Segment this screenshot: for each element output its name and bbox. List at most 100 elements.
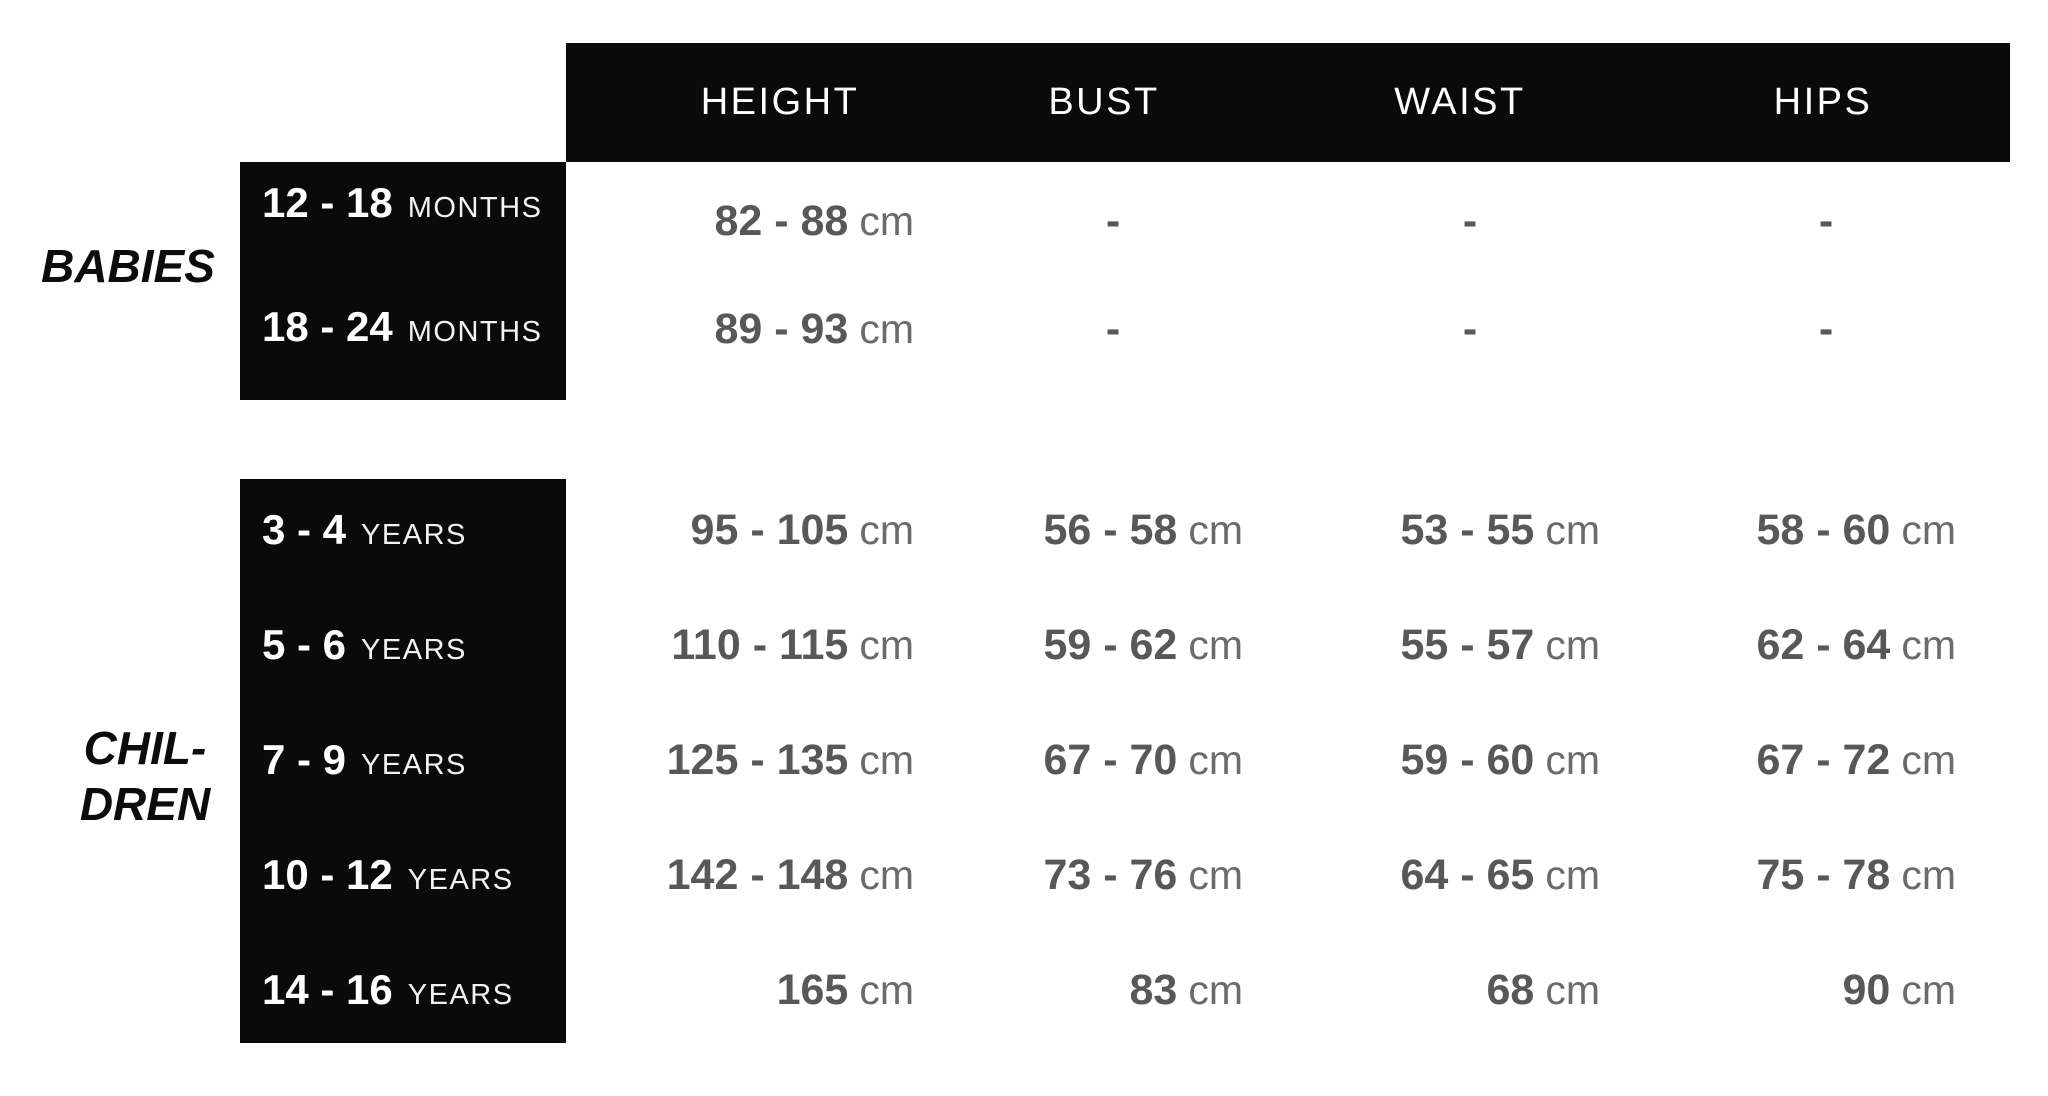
value-unit: cm	[1545, 967, 1600, 1013]
height-cell: 82 - 88 cm	[594, 191, 914, 251]
age-range-unit: YEARS	[361, 749, 467, 781]
value-number: 95 - 105	[690, 506, 849, 554]
age-range-14-16-years: 14 - 16 YEARS	[262, 962, 514, 1028]
age-range-unit: YEARS	[407, 979, 514, 1011]
hips-cell: -	[1636, 299, 1956, 359]
value-unit: cm	[1188, 507, 1243, 553]
value-number: -	[1462, 305, 1478, 353]
value-number: 142 - 148	[666, 851, 849, 899]
age-range-unit: YEARS	[361, 634, 467, 666]
value-number: 89 - 93	[714, 305, 849, 353]
age-range-value: 14 - 16	[262, 966, 393, 1013]
age-range-value: 18 - 24	[262, 303, 393, 350]
hips-cell: 75 - 78 cm	[1636, 845, 1956, 905]
age-range-unit: MONTHS	[407, 316, 543, 348]
age-range-unit: YEARS	[361, 519, 467, 551]
table-row-children-7-9: 125 - 135 cm 67 - 70 cm 59 - 60 cm 67 - 72 c…	[0, 730, 2048, 790]
age-range-value: 5 - 6	[262, 621, 347, 668]
value-number: -	[1105, 305, 1121, 353]
value-number: -	[1462, 197, 1478, 245]
age-range-5-6-years: 5 - 6 YEARS	[262, 617, 467, 683]
waist-cell: 59 - 60 cm	[1280, 730, 1600, 790]
value-number: 83	[1129, 966, 1178, 1014]
babies-age-box: 12 - 18 MONTHS 18 - 24 MONTHS	[240, 162, 566, 400]
bust-cell: 73 - 76 cm	[923, 845, 1243, 905]
height-cell: 110 - 115 cm	[594, 615, 914, 675]
value-unit: cm	[1545, 622, 1600, 668]
column-header-waist: WAIST	[1394, 81, 1526, 123]
age-range-value: 7 - 9	[262, 736, 347, 783]
waist-cell: 55 - 57 cm	[1280, 615, 1600, 675]
waist-cell: -	[1280, 299, 1600, 359]
value-unit: cm	[859, 852, 914, 898]
value-number: 68	[1486, 966, 1535, 1014]
value-unit: cm	[1545, 737, 1600, 783]
group-label-text-line1: CHIL-	[83, 722, 207, 774]
column-header-hips: HIPS	[1773, 81, 1873, 123]
table-header-bar: HEIGHT BUST WAIST HIPS	[566, 43, 2010, 162]
value-unit: cm	[1188, 622, 1243, 668]
value-unit: cm	[859, 622, 914, 668]
bust-cell: 59 - 62 cm	[923, 615, 1243, 675]
value-number: 62 - 64	[1756, 621, 1891, 669]
bust-cell: 56 - 58 cm	[923, 500, 1243, 560]
column-header-bust: BUST	[1048, 81, 1160, 123]
value-number: 67 - 70	[1043, 736, 1178, 784]
bust-cell: 67 - 70 cm	[923, 730, 1243, 790]
value-number: 67 - 72	[1756, 736, 1891, 784]
value-unit: cm	[1901, 852, 1956, 898]
waist-cell: 64 - 65 cm	[1280, 845, 1600, 905]
value-number: 82 - 88	[714, 197, 849, 245]
value-number: 59 - 60	[1400, 736, 1535, 784]
value-number: 73 - 76	[1043, 851, 1178, 899]
value-number: 90	[1842, 966, 1891, 1014]
bust-cell: -	[923, 299, 1243, 359]
age-range-12-18-months: 12 - 18 MONTHS	[262, 175, 542, 241]
value-unit: cm	[1545, 507, 1600, 553]
group-label-children: CHIL- DREN	[35, 720, 255, 832]
value-unit: cm	[1188, 737, 1243, 783]
table-row-children-3-4: 95 - 105 cm 56 - 58 cm 53 - 55 cm 58 - 60 cm	[0, 500, 2048, 560]
value-unit: cm	[1901, 507, 1956, 553]
value-number: 56 - 58	[1043, 506, 1178, 554]
height-cell: 142 - 148 cm	[594, 845, 914, 905]
age-range-value: 12 - 18	[262, 179, 393, 226]
value-unit: cm	[859, 507, 914, 553]
table-row-children-14-16: 165 cm 83 cm 68 cm 90 cm	[0, 960, 2048, 1020]
age-range-18-24-months: 18 - 24 MONTHS	[262, 299, 542, 365]
value-unit: cm	[1901, 622, 1956, 668]
value-unit: cm	[859, 967, 914, 1013]
value-number: 110 - 115	[671, 621, 849, 669]
value-unit: cm	[1545, 852, 1600, 898]
table-row-children-10-12: 142 - 148 cm 73 - 76 cm 64 - 65 cm 75 - 78 c…	[0, 845, 2048, 905]
age-range-value: 10 - 12	[262, 851, 393, 898]
waist-cell: 53 - 55 cm	[1280, 500, 1600, 560]
age-range-unit: YEARS	[407, 864, 514, 896]
value-number: 55 - 57	[1400, 621, 1535, 669]
table-row-children-5-6: 110 - 115 cm 59 - 62 cm 55 - 57 cm 62 - 64 c…	[0, 615, 2048, 675]
height-cell: 89 - 93 cm	[594, 299, 914, 359]
value-unit: cm	[1188, 852, 1243, 898]
value-number: -	[1818, 197, 1834, 245]
value-unit: cm	[1188, 967, 1243, 1013]
value-number: 58 - 60	[1756, 506, 1891, 554]
bust-cell: 83 cm	[923, 960, 1244, 1020]
value-unit: cm	[859, 737, 914, 783]
height-cell: 125 - 135 cm	[594, 730, 914, 790]
table-row-babies-12-18: 82 - 88 cm - - -	[0, 191, 2048, 251]
value-number: 165	[776, 966, 849, 1014]
value-number: 53 - 55	[1400, 506, 1535, 554]
age-range-unit: MONTHS	[407, 192, 543, 224]
group-label-text: BABIES	[41, 240, 215, 292]
age-range-value: 3 - 4	[262, 506, 347, 553]
hips-cell: -	[1636, 191, 1956, 251]
group-label-babies: BABIES	[18, 238, 238, 294]
value-number: 75 - 78	[1756, 851, 1891, 899]
waist-cell: -	[1280, 191, 1600, 251]
age-range-3-4-years: 3 - 4 YEARS	[262, 502, 467, 568]
value-unit: cm	[1901, 737, 1956, 783]
value-number: 64 - 65	[1400, 851, 1535, 899]
hips-cell: 90 cm	[1636, 960, 1957, 1020]
bust-cell: -	[923, 191, 1243, 251]
